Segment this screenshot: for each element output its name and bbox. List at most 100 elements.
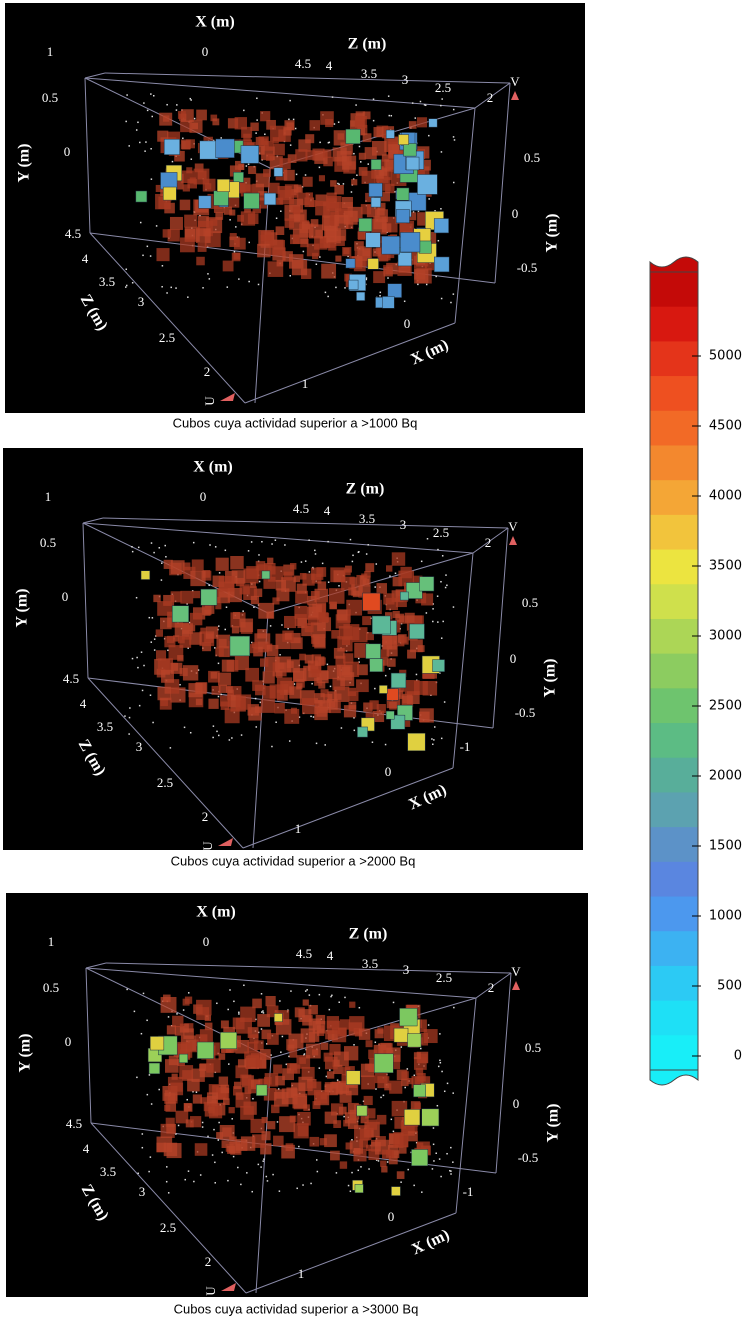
voxel-accent [367, 258, 379, 270]
voxel [279, 158, 291, 170]
voxel [365, 712, 374, 721]
grid-dot [192, 1090, 194, 1093]
tick-label: 3 [403, 962, 410, 977]
grid-dot [141, 1133, 144, 1135]
voxel-accent [256, 1084, 268, 1096]
voxel [234, 117, 248, 130]
grid-dot [328, 1008, 331, 1011]
voxel [281, 1144, 295, 1159]
grid-dot [217, 662, 220, 665]
voxel [283, 571, 293, 581]
grid-dot [189, 621, 191, 624]
grid-dot [390, 114, 393, 117]
voxel [218, 1053, 226, 1060]
voxel [417, 645, 425, 653]
colorbar-band [650, 306, 698, 342]
voxel [171, 662, 183, 674]
grid-dot [443, 1090, 446, 1093]
grid-dot [417, 210, 420, 212]
voxel [365, 192, 375, 203]
grid-dot [280, 210, 282, 212]
grid-dot [327, 295, 329, 298]
voxel-accent [434, 256, 450, 273]
grid-dot [329, 1069, 331, 1071]
grid-dot [199, 215, 201, 217]
voxel [360, 1115, 369, 1124]
voxel [249, 1034, 259, 1044]
voxel [305, 1043, 321, 1059]
grid-dot [189, 731, 192, 734]
grid-dot [248, 241, 250, 244]
grid-dot [288, 118, 290, 121]
voxel [233, 237, 246, 250]
colorbar-band [650, 896, 698, 932]
voxel [161, 669, 174, 683]
voxel [412, 575, 423, 586]
grid-dot [434, 210, 436, 212]
voxel [310, 622, 326, 638]
voxel [416, 1142, 424, 1150]
voxel [229, 209, 236, 216]
voxel [212, 118, 220, 126]
voxel [221, 659, 234, 672]
grid-dot [131, 657, 134, 660]
voxel [293, 1123, 309, 1139]
voxel [401, 1078, 409, 1087]
tick-label: 4 [82, 251, 89, 266]
grid-dot [349, 1190, 352, 1193]
box-edge [104, 72, 511, 84]
voxel [184, 996, 193, 1004]
grid-dot [340, 727, 343, 729]
voxel [379, 168, 388, 176]
voxel [373, 127, 384, 138]
voxel [308, 1005, 318, 1015]
voxel [215, 647, 224, 657]
grid-dot [251, 1190, 253, 1193]
voxel-accent [390, 672, 407, 689]
voxel [407, 649, 417, 659]
voxel [264, 1073, 279, 1087]
grid-dot [183, 726, 186, 729]
grid-dot [229, 219, 231, 221]
voxel [267, 557, 274, 564]
grid-dot [403, 300, 406, 303]
voxel [153, 594, 161, 603]
grid-dot [433, 739, 435, 741]
grid-dot [321, 562, 324, 565]
tick-label: 4.5 [293, 501, 309, 516]
voxel [266, 153, 274, 161]
voxel [326, 699, 338, 710]
grid-dot [302, 250, 305, 253]
voxel [295, 149, 308, 162]
tick-label: 0 [513, 1096, 520, 1111]
grid-dot [440, 580, 442, 583]
voxel [237, 214, 245, 222]
box-edge [452, 552, 474, 769]
grid-dot [148, 1170, 150, 1173]
voxel [338, 1106, 347, 1115]
grid-dot [137, 546, 140, 549]
voxel [302, 176, 313, 187]
voxel [259, 1049, 271, 1060]
grid-dot [224, 628, 227, 631]
voxel [195, 228, 211, 243]
grid-dot [437, 239, 440, 242]
voxel [302, 573, 315, 586]
grid-dot [362, 1100, 365, 1103]
voxel-accent [261, 570, 271, 580]
colorbar-tick-label: 3500 [709, 559, 742, 574]
tick-label: 0.5 [522, 595, 538, 610]
voxel-accent [385, 129, 395, 139]
voxel [173, 635, 180, 642]
box-edge [90, 1122, 247, 1294]
voxel-accent [163, 186, 177, 201]
voxel [361, 170, 375, 184]
voxel [169, 216, 183, 230]
voxel-accent [358, 218, 373, 232]
voxel [381, 1166, 388, 1173]
voxel [181, 139, 191, 150]
grid-dot [453, 139, 456, 141]
voxel [196, 999, 212, 1016]
voxel [222, 1098, 230, 1105]
tick-label: 0 [62, 589, 69, 604]
